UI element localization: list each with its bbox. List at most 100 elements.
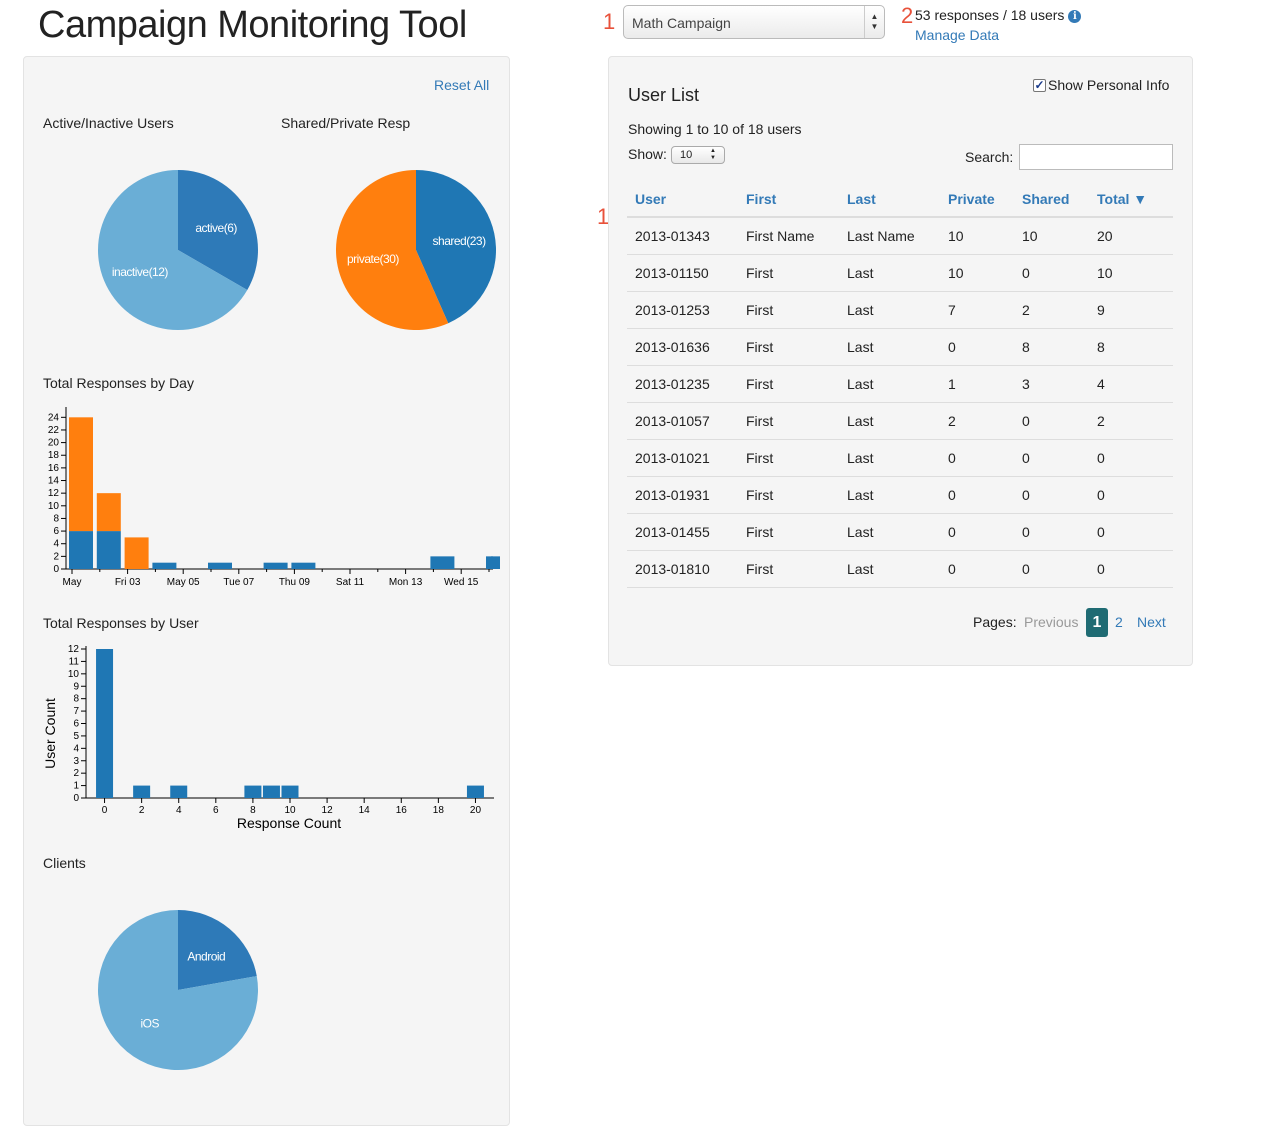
x-tick-label: May xyxy=(63,577,82,588)
search-input[interactable] xyxy=(1019,144,1173,170)
day-bar-shared[interactable] xyxy=(430,556,455,569)
column-header-user[interactable]: User xyxy=(627,181,738,218)
day-bar-private[interactable] xyxy=(96,493,121,532)
callout-2: 2 xyxy=(901,3,914,28)
pie-slice-ios[interactable] xyxy=(98,910,258,1070)
info-icon[interactable]: i xyxy=(1068,10,1082,23)
table-row[interactable]: 2013-01021 First Last 0 0 0 xyxy=(627,439,1173,477)
y-tick-label: 7 xyxy=(73,706,79,717)
cell-first: First xyxy=(738,291,839,329)
cell-private: 0 xyxy=(940,439,1014,477)
select-arrows-icon: ▲ ▼ xyxy=(864,6,884,38)
table-row[interactable]: 2013-01057 First Last 2 0 2 xyxy=(627,402,1173,440)
cell-last: Last xyxy=(839,550,940,588)
column-header-last[interactable]: Last xyxy=(839,181,940,218)
user-list-title: User List xyxy=(628,85,700,105)
cell-shared: 0 xyxy=(1014,402,1089,440)
next-page-button[interactable]: Next xyxy=(1137,614,1166,630)
page-1-button[interactable]: 1 xyxy=(1086,608,1108,637)
show-personal-checkbox[interactable]: ✓ xyxy=(1033,78,1046,92)
cell-shared: 10 xyxy=(1014,217,1089,255)
summary-text: 53 responses / 18 users i xyxy=(915,7,1082,23)
day-bar-shared[interactable] xyxy=(152,562,177,569)
page-size-select[interactable]: 10 ▲ ▼ xyxy=(671,146,725,164)
reset-all-link[interactable]: Reset All xyxy=(434,77,490,93)
user-bar[interactable] xyxy=(170,785,188,798)
table-row[interactable]: 2013-01636 First Last 0 8 8 xyxy=(627,328,1173,366)
cell-user: 2013-01150 xyxy=(627,254,738,292)
cell-first: First xyxy=(738,476,839,514)
table-row[interactable]: 2013-01810 First Last 0 0 0 xyxy=(627,550,1173,588)
table-row[interactable]: 2013-01931 First Last 0 0 0 xyxy=(627,476,1173,514)
y-tick-label: 8 xyxy=(73,694,79,705)
column-header-total[interactable]: Total ▼ xyxy=(1089,181,1173,218)
table-row[interactable]: 2013-01253 First Last 7 2 9 xyxy=(627,291,1173,329)
pie-slice-shared[interactable] xyxy=(416,170,496,324)
table-row[interactable]: 2013-01455 First Last 0 0 0 xyxy=(627,513,1173,551)
cell-last: Last xyxy=(839,291,940,329)
pie-slice-android[interactable] xyxy=(178,910,257,990)
cell-user: 2013-01931 xyxy=(627,476,738,514)
table-row[interactable]: 2013-01343 First Name Last Name 10 10 20 xyxy=(627,217,1173,255)
manage-data-link[interactable]: Manage Data xyxy=(915,27,1000,43)
page-2-button[interactable]: 2 xyxy=(1115,614,1123,630)
day-bar-shared[interactable] xyxy=(263,562,288,569)
search-label: Search: xyxy=(965,149,1014,165)
cell-shared: 0 xyxy=(1014,254,1089,292)
user-bar[interactable] xyxy=(281,785,299,798)
table-row[interactable]: 2013-01150 First Last 10 0 10 xyxy=(627,254,1173,292)
previous-page-button[interactable]: Previous xyxy=(1024,614,1079,630)
cell-first: First xyxy=(738,365,839,403)
day-bar-shared[interactable] xyxy=(291,562,316,569)
responses-by-day-label: Total Responses by Day xyxy=(43,375,194,391)
x-tick-label: May 05 xyxy=(167,577,200,588)
cell-user: 2013-01021 xyxy=(627,439,738,477)
day-bar-shared[interactable] xyxy=(96,531,121,569)
cell-shared: 8 xyxy=(1014,328,1089,366)
campaign-select[interactable]: Math Campaign ▲ ▼ xyxy=(623,5,885,39)
shared-private-pie: shared(23) private(30) xyxy=(336,170,496,330)
clients-label: Clients xyxy=(43,855,86,871)
user-bar[interactable] xyxy=(133,785,151,798)
cell-first: First xyxy=(738,513,839,551)
cell-first: First xyxy=(738,439,839,477)
pie-label: shared(23) xyxy=(433,234,487,248)
user-bar[interactable] xyxy=(96,649,114,798)
user-bar[interactable] xyxy=(466,785,484,798)
y-tick-label: 12 xyxy=(68,644,80,655)
y-tick-label: 2 xyxy=(53,551,59,562)
pie-slice-private[interactable] xyxy=(336,170,449,330)
cell-total: 0 xyxy=(1089,513,1173,551)
pie-slice-active[interactable] xyxy=(178,170,258,290)
table-header-row: User First Last Private Shared Total ▼ xyxy=(627,181,1173,218)
cell-last: Last xyxy=(839,513,940,551)
y-tick-label: 18 xyxy=(48,450,60,461)
user-bar[interactable] xyxy=(262,785,280,798)
cell-shared: 0 xyxy=(1014,513,1089,551)
y-tick-label: 10 xyxy=(48,501,60,512)
column-header-private[interactable]: Private xyxy=(940,181,1014,218)
cell-total: 10 xyxy=(1089,254,1173,292)
cell-user: 2013-01636 xyxy=(627,328,738,366)
column-header-shared[interactable]: Shared xyxy=(1014,181,1089,218)
cell-last: Last xyxy=(839,402,940,440)
cell-private: 10 xyxy=(940,254,1014,292)
day-bar-shared[interactable] xyxy=(208,562,232,569)
day-bar-shared[interactable] xyxy=(69,531,93,569)
column-header-first[interactable]: First xyxy=(738,181,839,218)
table-row[interactable]: 2013-01235 First Last 1 3 4 xyxy=(627,365,1173,403)
y-tick-label: 0 xyxy=(73,793,79,804)
pie-label: iOS xyxy=(140,1017,159,1031)
user-bar[interactable] xyxy=(244,785,262,798)
pie-slice-inactive[interactable] xyxy=(98,170,248,330)
x-tick-label: Tue 07 xyxy=(223,577,254,588)
day-bar-private[interactable] xyxy=(69,417,93,532)
y-tick-label: 20 xyxy=(48,438,60,449)
day-bar-private[interactable] xyxy=(124,537,149,569)
cell-first: First xyxy=(738,550,839,588)
x-tick-label: 20 xyxy=(470,805,482,816)
cell-total: 2 xyxy=(1089,402,1173,440)
day-bar-edge[interactable] xyxy=(491,556,493,569)
